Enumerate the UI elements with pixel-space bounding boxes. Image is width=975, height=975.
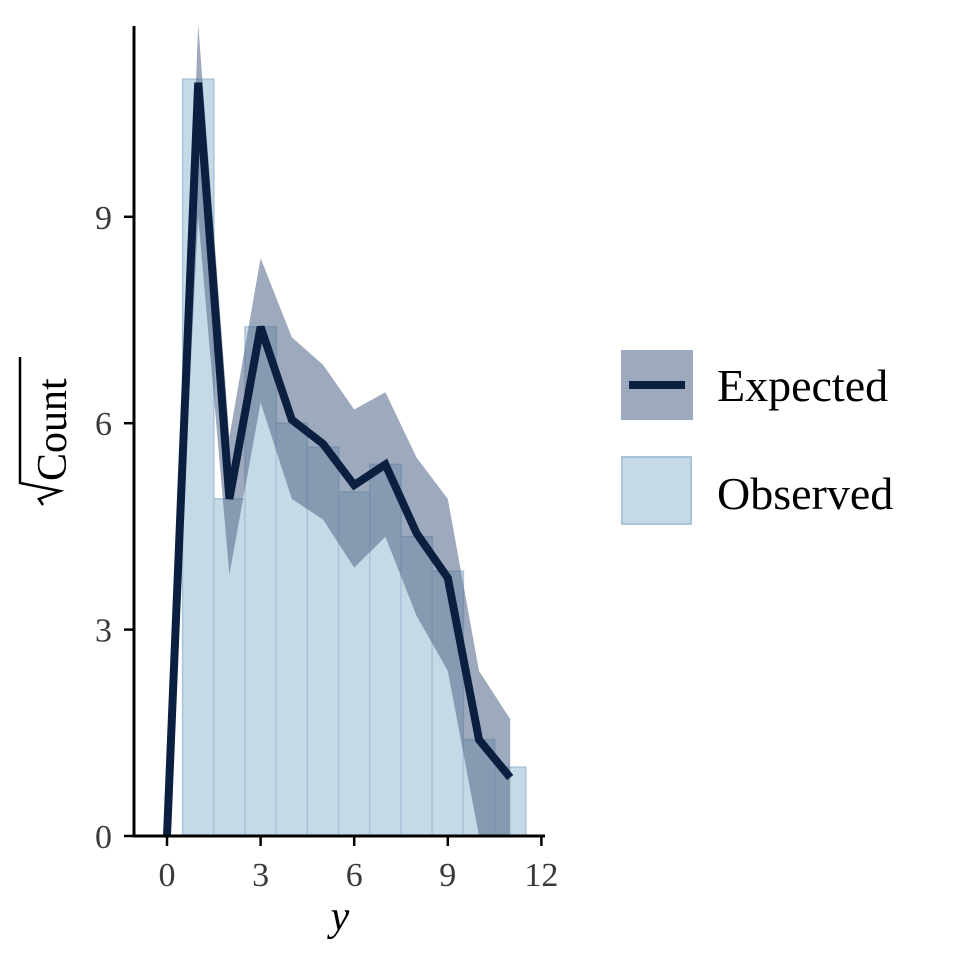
plot-area: [163, 24, 527, 837]
legend-label-expected: Expected: [717, 360, 888, 411]
x-tick-label: 3: [252, 857, 269, 894]
expected-band: [167, 24, 511, 837]
x-axis-title: y: [327, 894, 350, 940]
x-tick-label: 9: [439, 857, 456, 894]
y-axis-title-text: Count: [30, 378, 76, 481]
x-tick-label: 12: [524, 857, 558, 894]
y-tick-label: 0: [95, 819, 112, 856]
x-tick-label: 0: [159, 857, 176, 894]
y-tick-label: 3: [95, 613, 112, 650]
expected-line: [163, 82, 514, 837]
legend: Expected Observed: [621, 350, 893, 525]
legend-item-expected: Expected: [621, 350, 888, 420]
legend-label-observed: Observed: [717, 468, 893, 519]
legend-item-observed: Observed: [621, 456, 893, 525]
legend-swatch-observed: [621, 456, 692, 525]
x-tick-label: 6: [346, 857, 363, 894]
y-ticks: 0 3 6 9: [95, 200, 134, 856]
y-axis-title: Count: [18, 357, 76, 506]
sqrt-symbol: [18, 357, 65, 506]
x-ticks: 0 3 6 9 12: [159, 836, 558, 894]
y-tick-label: 6: [95, 406, 112, 443]
y-tick-label: 9: [95, 200, 112, 237]
